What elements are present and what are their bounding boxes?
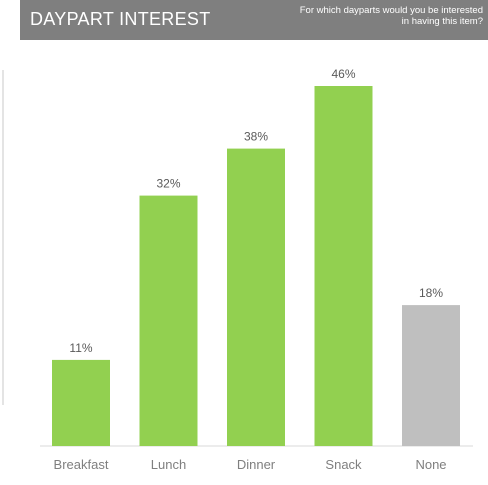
category-label-breakfast: Breakfast [54, 457, 109, 472]
value-label-breakfast: 11% [69, 341, 92, 355]
bar-none [402, 305, 460, 446]
bar-snack [314, 86, 373, 446]
chart-title: DAYPART INTEREST [30, 9, 211, 29]
value-label-none: 18% [419, 286, 443, 300]
value-label-snack: 46% [331, 67, 355, 81]
chart-header: DAYPART INTEREST For which dayparts woul… [20, 0, 488, 40]
bar-lunch [139, 195, 198, 446]
category-label-dinner: Dinner [237, 457, 276, 472]
category-label-snack: Snack [325, 457, 362, 472]
category-label-none: None [415, 457, 446, 472]
category-label-lunch: Lunch [151, 457, 186, 472]
chart-question: For which dayparts would you be interest… [299, 5, 483, 27]
left-divider [2, 70, 4, 405]
bar-breakfast [52, 359, 110, 446]
value-label-lunch: 32% [156, 177, 180, 191]
value-label-dinner: 38% [244, 130, 268, 144]
bar-dinner [227, 148, 285, 446]
